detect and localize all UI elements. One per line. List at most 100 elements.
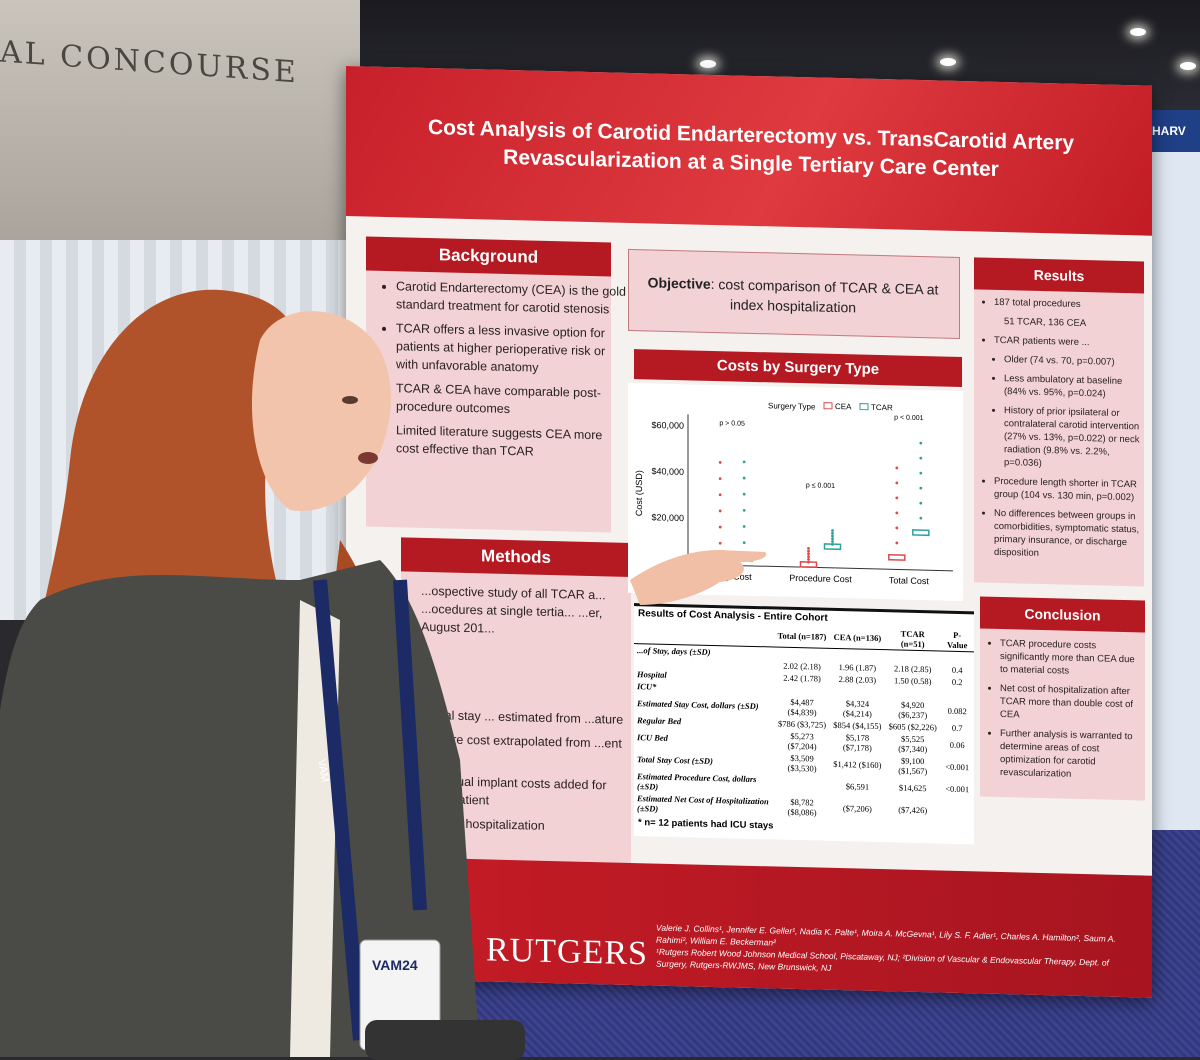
list-item: 187 total procedures (994, 296, 1144, 313)
list-item: Less ambulatory at baseline (84% vs. 95%… (1004, 372, 1144, 401)
outlier-point (919, 441, 923, 445)
list-item: Procedure length shorter in TCAR group (… (994, 475, 1144, 505)
table-cell (940, 688, 974, 701)
table-cell: $4,324 ($4,214) (842, 698, 872, 719)
outlier-point (919, 516, 923, 520)
table-header: TCAR (n=51) (885, 627, 941, 652)
rutgers-logo: RUTGERS (486, 931, 648, 973)
outlier-point (831, 540, 834, 543)
table-cell: <0.001 (945, 761, 970, 773)
presenter-face (251, 311, 391, 511)
outlier-point (718, 525, 722, 529)
x-tick-label: Total Cost (889, 575, 930, 586)
outlier-point (807, 555, 810, 559)
table-cell: $4,920 ($6,237) (898, 699, 928, 721)
outlier-point (807, 552, 810, 556)
outlier-point (919, 456, 923, 460)
y-tick-label: $40,000 (651, 466, 684, 477)
outlier-point (895, 511, 899, 515)
table-cell: 0.082 (947, 705, 967, 717)
outlier-point (718, 461, 722, 464)
phone (365, 1020, 525, 1060)
results-heading: Results (974, 257, 1144, 294)
ceiling-light (700, 60, 716, 68)
table-cell: 0.4 (951, 664, 963, 676)
table-cell (774, 773, 829, 796)
outlier-point (895, 496, 899, 500)
outlier-point (742, 492, 746, 496)
ceiling-light (1180, 62, 1196, 70)
cost-table: Results of Cost Analysis - Entire Cohort… (634, 603, 974, 845)
outlier-point (919, 471, 923, 475)
legend-label: CEA (835, 402, 852, 411)
results-list: 187 total procedures 51 TCAR, 136 CEA TC… (974, 295, 1144, 568)
neighbor-poster: HARV (1148, 110, 1200, 830)
outlier-point (831, 529, 834, 532)
cost-table-grid: Total (n=187) CEA (n=136) TCAR (n=51) P-Val… (634, 621, 974, 822)
table-cell: $5,273 ($7,204) (787, 730, 817, 752)
table-cell: 0.06 (949, 739, 965, 751)
legend-title: Surgery Type (768, 401, 816, 411)
list-item: Older (74 vs. 70, p=0.007) (1004, 353, 1144, 369)
legend-swatch (859, 403, 869, 411)
outlier-point (718, 541, 722, 545)
lanyard-text: VAM (315, 758, 331, 783)
table-cell: $6,591 (845, 781, 870, 792)
outlier-point (919, 486, 923, 490)
objective-box: Objective: cost comparison of TCAR & CEA… (628, 248, 960, 340)
table-cell: $5,178 ($7,178) (842, 732, 872, 753)
outlier-point (742, 460, 746, 464)
ceiling-light (940, 58, 956, 66)
outlier-point (831, 537, 834, 541)
poster-footer: RUTGERS Valerie J. Collins¹, Jennifer E.… (466, 858, 1152, 998)
background-heading: Background (366, 236, 611, 277)
table-cell: $3,509 ($3,530) (787, 752, 817, 774)
table-cell: $4,487 ($4,839) (787, 696, 817, 718)
legend-swatch (823, 402, 833, 410)
outlier-point (895, 541, 899, 545)
table-cell: 0.2 (951, 676, 963, 688)
legend-label: TCAR (871, 403, 893, 413)
table-cell: $14,625 (898, 782, 927, 794)
concourse-wall (0, 0, 360, 240)
outlier-point (718, 509, 722, 513)
outlier-point (895, 466, 899, 470)
y-tick-label: $20,000 (651, 512, 684, 523)
p-value-annotation: p > 0.05 (719, 420, 745, 428)
list-item: Further analysis is warranted to determi… (1000, 727, 1145, 783)
table-cell: $5,525 ($7,340) (898, 733, 928, 755)
list-item: TCAR procedure costs significantly more … (1000, 637, 1145, 680)
conclusion-heading: Conclusion (980, 596, 1145, 633)
list-item: No differences between groups in comorbi… (994, 507, 1144, 563)
list-item: 51 TCAR, 136 CEA (1004, 316, 1087, 330)
box-cea (888, 553, 906, 561)
outlier-point (742, 525, 746, 528)
outlier-point (919, 501, 923, 505)
p-value-annotation: p < 0.001 (894, 414, 923, 422)
chart-heading: Costs by Surgery Type (634, 349, 962, 388)
poster-title: Cost Analysis of Carotid Endarterectomy … (386, 113, 1116, 187)
outlier-point (807, 560, 810, 564)
presenter-jacket: VAM24 VAM (0, 560, 480, 1057)
table-cell: $1,412 ($160) (833, 758, 882, 771)
outlier-point (831, 534, 834, 538)
conclusion-list: TCAR procedure costs significantly more … (980, 636, 1145, 788)
table-cell: 0.7 (951, 722, 963, 734)
table-cell: $8,782 ($8,086) (787, 796, 817, 818)
outlier-point (742, 508, 746, 512)
table-cell: ($7,206) (842, 803, 872, 814)
outlier-point (742, 541, 746, 545)
outlier-point (807, 549, 810, 553)
outlier-point (831, 531, 834, 535)
outlier-point (742, 476, 746, 480)
table-header: CEA (n=136) (829, 625, 886, 650)
table-cell: ($7,426) (898, 804, 928, 816)
results-panel: Results 187 total procedures 51 TCAR, 13… (974, 257, 1144, 587)
table-cell: <0.001 (945, 783, 970, 795)
outlier-point (718, 477, 722, 481)
box-tcar (912, 529, 930, 537)
ceiling-light (1130, 28, 1146, 36)
poster-header: Cost Analysis of Carotid Endarterectomy … (346, 66, 1152, 236)
table-cell (940, 800, 974, 823)
conclusion-panel: Conclusion TCAR procedure costs signific… (980, 596, 1145, 801)
